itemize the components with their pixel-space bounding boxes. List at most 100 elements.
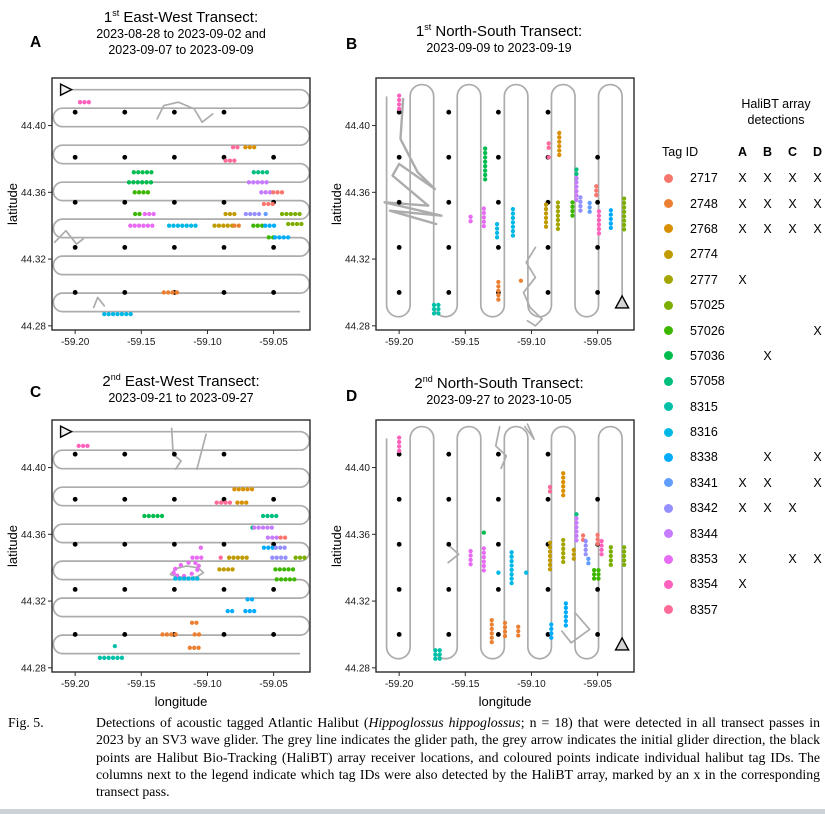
detection-point-57036	[136, 170, 141, 175]
detection-point-8344	[255, 180, 260, 185]
detection-point-8342	[578, 199, 583, 204]
detection-point-2774	[543, 211, 549, 216]
detection-point-2748	[489, 635, 494, 640]
detection-point-57058	[574, 171, 579, 177]
detection-point-2768	[247, 145, 252, 150]
detection-point-2748	[170, 290, 175, 295]
detection-point-2748	[496, 279, 501, 285]
detection-point-57058	[256, 170, 261, 175]
detection-point-57036	[151, 513, 156, 519]
detection-point-57025	[299, 221, 304, 227]
detection-point-8342	[283, 555, 288, 560]
detection-mark-a: X	[738, 501, 747, 516]
glider-start-arrow-icon	[59, 425, 74, 439]
detection-point-8338	[243, 608, 248, 614]
detection-point-8315	[102, 655, 107, 660]
receiver-point	[221, 244, 227, 250]
detection-point-8315	[431, 311, 437, 316]
detection-point-8315	[437, 656, 442, 661]
detection-point-8353	[195, 567, 200, 572]
detection-point-57025	[608, 545, 613, 550]
receiver-point	[495, 496, 501, 502]
receiver-point	[221, 541, 227, 547]
tag-color-dot-icon	[664, 224, 673, 234]
detection-point-57026	[282, 567, 287, 572]
panel-title-dates: 2023-09-09 to 2023-09-19	[426, 41, 572, 56]
detection-point-8316	[175, 223, 181, 228]
detection-mark-c: X	[788, 552, 797, 567]
detection-point-57025	[608, 558, 613, 563]
detection-point-57025	[608, 549, 613, 554]
detection-point-8338	[270, 545, 275, 550]
tag-id: 2777	[690, 272, 718, 287]
receiver-point	[396, 244, 402, 250]
receiver-point	[396, 451, 402, 457]
detection-point-2748	[518, 278, 524, 283]
detection-point-2768	[235, 500, 240, 505]
detection-point-2774	[571, 556, 576, 561]
receiver-point	[122, 244, 128, 250]
detection-point-2774	[547, 567, 553, 572]
detection-point-2774	[230, 567, 235, 572]
legend-row-2717: 2717 X X X X	[662, 166, 825, 191]
detection-point-57025	[621, 549, 627, 554]
legend-row-57058: 57058	[662, 369, 825, 394]
detection-point-8353	[136, 223, 142, 228]
detection-point-2748	[502, 629, 508, 634]
detection-point-8338	[272, 235, 278, 240]
receiver-point	[545, 451, 551, 457]
detection-point-8353	[198, 545, 203, 550]
detection-point-2774	[543, 206, 549, 212]
detection-point-57025	[286, 221, 291, 227]
detection-point-8316	[510, 233, 516, 238]
detection-point-57026	[596, 576, 601, 581]
receiver-point	[595, 632, 601, 637]
receiver-point	[171, 109, 177, 115]
detection-point-2777	[555, 217, 561, 223]
tag-id: 2774	[690, 247, 718, 262]
detection-point-57036	[142, 513, 147, 519]
receiver-point	[446, 154, 452, 160]
detection-point-2768	[252, 145, 257, 150]
glider-path	[52, 430, 311, 655]
detection-point-57026	[591, 568, 597, 573]
detection-point-2748	[174, 290, 180, 295]
detection-point-2777	[561, 537, 566, 543]
detection-point-57025	[608, 562, 613, 567]
receiver-point	[396, 290, 402, 295]
detection-point-2774	[543, 220, 549, 225]
detection-point-57058	[260, 513, 266, 519]
detection-point-8338	[563, 614, 569, 619]
panel-title-main: 2nd North-South Transect:	[414, 374, 584, 392]
tag-id: 8357	[690, 602, 718, 617]
detection-point-8357	[546, 145, 551, 150]
detection-point-8354	[596, 222, 602, 227]
receiver-point	[171, 541, 177, 547]
receiver-point	[171, 199, 177, 205]
detection-point-8315	[115, 655, 120, 660]
detection-point-8316	[509, 567, 514, 573]
detection-point-2748	[196, 645, 201, 650]
detection-mark-b: X	[763, 171, 772, 186]
detection-point-8353	[142, 211, 147, 217]
tag-id: 8338	[690, 450, 718, 465]
detection-point-2777	[555, 209, 561, 214]
tag-id: 8316	[690, 425, 718, 440]
detection-point-2717	[594, 188, 599, 193]
detection-mark-b: X	[763, 501, 772, 516]
detection-point-2774	[221, 223, 226, 228]
glider-path-detour	[523, 423, 535, 441]
detection-point-8315	[110, 655, 116, 660]
panel-title-dates: 2023-09-21 to 2023-09-27	[108, 391, 254, 406]
legend-row-8342: 8342 X X X	[662, 496, 825, 521]
detection-point-8344	[256, 525, 261, 530]
detection-point-8315	[433, 656, 438, 661]
detection-point-2717	[270, 201, 275, 207]
tag-color-dot-icon	[664, 529, 673, 539]
detection-point-57026	[132, 211, 138, 217]
detection-point-8357	[214, 500, 219, 505]
y-tick-label: 44.40	[345, 121, 370, 132]
detection-mark-c: X	[788, 221, 797, 236]
detection-point-8316	[186, 576, 191, 581]
detection-point-2768	[557, 152, 562, 158]
